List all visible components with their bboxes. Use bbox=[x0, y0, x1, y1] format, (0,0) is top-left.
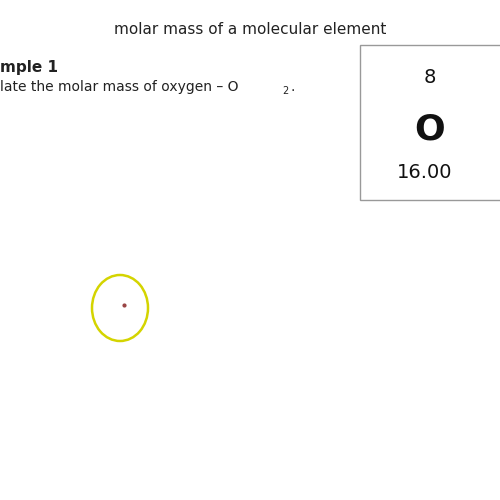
Text: 2: 2 bbox=[282, 86, 288, 96]
Text: .: . bbox=[290, 80, 294, 94]
Bar bbox=[360, 45, 500, 200]
Text: mple 1: mple 1 bbox=[0, 60, 58, 75]
Text: molar mass of a molecular element: molar mass of a molecular element bbox=[114, 22, 386, 37]
Text: late the molar mass of oxygen – O: late the molar mass of oxygen – O bbox=[0, 80, 238, 94]
Text: 16.00: 16.00 bbox=[397, 163, 453, 182]
Text: 8: 8 bbox=[424, 68, 436, 87]
Text: O: O bbox=[414, 113, 446, 147]
